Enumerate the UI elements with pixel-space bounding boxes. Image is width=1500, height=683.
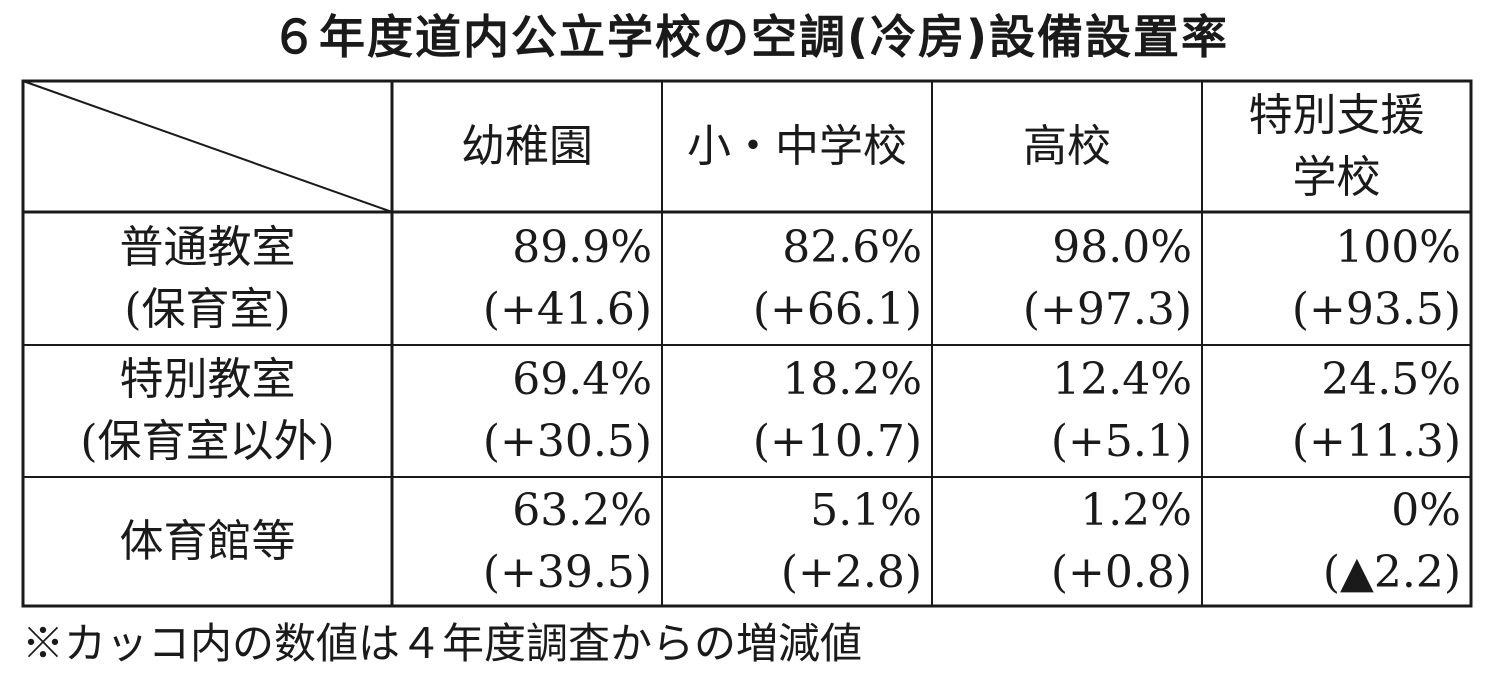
row-header-line: 体育館等 — [119, 515, 296, 567]
table-cell-line: 12.4% — [1052, 354, 1192, 405]
table-cell-line: (+30.5) — [482, 416, 652, 467]
table-cell: 69.4% (+30.5) — [392, 345, 662, 477]
row-header: 特別教室 (保育室以外) — [23, 345, 392, 477]
table-cell: 0% (▲2.2) — [1202, 477, 1471, 606]
column-header-line: 高校 — [1023, 120, 1111, 172]
table-cell-line: (+39.5) — [482, 546, 652, 598]
table-cell: 63.2% (+39.5) — [392, 477, 662, 606]
table-cell-line: (+5.1) — [1050, 416, 1192, 467]
column-header: 特別支援 学校 — [1202, 81, 1471, 212]
table-cell-line: (+10.7) — [752, 416, 922, 467]
table-cell-line: 18.2% — [782, 354, 922, 405]
table-cell-line: 82.6% — [782, 221, 922, 273]
column-header-line: 幼稚園 — [461, 120, 593, 172]
table-cell-line: (+2.8) — [780, 546, 922, 598]
column-header-line: 小・中学校 — [687, 120, 907, 172]
column-header: 幼稚園 — [392, 81, 662, 212]
column-header: 高校 — [932, 81, 1202, 212]
table-cell: 18.2% (+10.7) — [662, 345, 932, 477]
table-cell-line: 24.5% — [1321, 354, 1461, 405]
table-cell: 12.4% (+5.1) — [932, 345, 1202, 477]
table-cell-line: 0% — [1391, 484, 1461, 536]
table-cell-line: (▲2.2) — [1322, 546, 1461, 598]
table-cell: 1.2% (+0.8) — [932, 477, 1202, 606]
title: ６年度道内公立学校の空調(冷房)設備設置率 — [270, 10, 1230, 64]
table-cell-line: (+66.1) — [752, 283, 922, 335]
row-header: 普通教室 (保育室) — [23, 212, 392, 345]
table-cell-line: 1.2% — [1080, 484, 1192, 536]
table-cell-line: 89.9% — [512, 221, 652, 273]
table-cell-line: 98.0% — [1052, 221, 1192, 273]
table-cell: 82.6% (+66.1) — [662, 212, 932, 345]
table-cell-line: 5.1% — [810, 484, 922, 536]
table-cell-line: (+41.6) — [482, 283, 652, 335]
row-header: 体育館等 — [23, 477, 392, 606]
table-cell-line: (+93.5) — [1291, 283, 1461, 335]
table-cell: 100% (+93.5) — [1202, 212, 1471, 345]
row-header-line: (保育室以外) — [80, 416, 335, 467]
column-header-line: 特別支援 — [1248, 89, 1425, 141]
table-cell: 98.0% (+97.3) — [932, 212, 1202, 345]
table-cell-line: 100% — [1335, 221, 1461, 273]
table-cell-line: (+0.8) — [1050, 546, 1192, 598]
row-header-line: (保育室) — [124, 283, 291, 335]
table-cell-line: (+11.3) — [1291, 416, 1461, 467]
table-cell: 24.5% (+11.3) — [1202, 345, 1471, 477]
table-cell-line: 63.2% — [512, 484, 652, 536]
footnote: ※カッコ内の数値は４年度調査からの増減値 — [22, 619, 863, 668]
row-header-line: 普通教室 — [119, 221, 296, 273]
table-cell: 89.9% (+41.6) — [392, 212, 662, 345]
column-header: 小・中学校 — [662, 81, 932, 212]
table-cell: 5.1% (+2.8) — [662, 477, 932, 606]
row-header-line: 特別教室 — [119, 354, 296, 405]
table-cell-line: (+97.3) — [1022, 283, 1192, 335]
table-cell-line: 69.4% — [512, 354, 652, 405]
column-header-line: 学校 — [1292, 151, 1381, 203]
